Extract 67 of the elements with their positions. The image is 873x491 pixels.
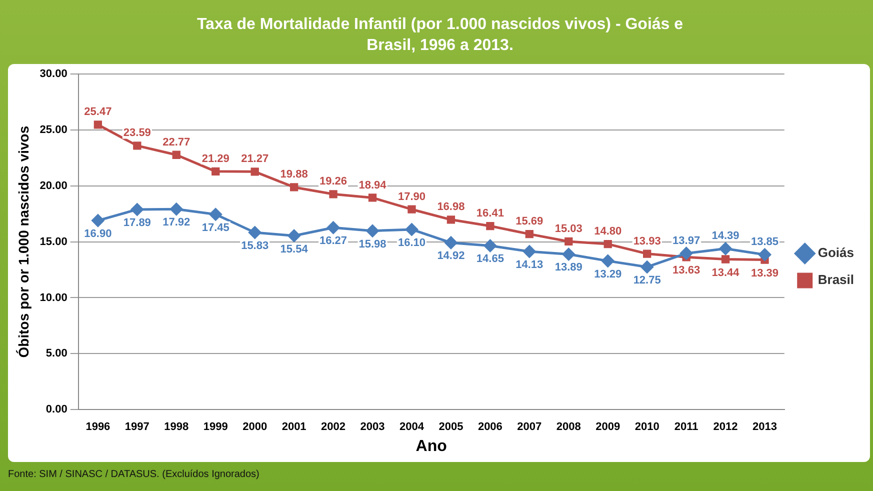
legend-label: Brasil (818, 272, 854, 288)
data-label: 16.90 (84, 228, 112, 240)
y-tick-label: 25.00 (40, 124, 68, 136)
x-tick-label: 2012 (713, 421, 738, 434)
x-tick-label: 2010 (634, 421, 660, 434)
chart-title: Taxa de Mortalidade Infantil (por 1.000 nascidos vivos) - Goiás e Brasil, 1996 a 2013. (196, 15, 684, 56)
data-label: 17.92 (162, 216, 190, 229)
data-label: 13.39 (750, 267, 779, 280)
y-tick-label: 5.00 (46, 348, 68, 360)
data-label: 15.03 (554, 222, 582, 235)
data-label: 15.69 (516, 216, 544, 228)
data-label: 19.26 (320, 176, 348, 188)
x-axis-title: Ano (416, 438, 448, 455)
data-label: 14.92 (437, 250, 465, 262)
legend-label: Goiás (818, 245, 854, 260)
data-label: 25.47 (84, 106, 112, 118)
x-tick-label: 2003 (360, 421, 385, 434)
data-label: 16.98 (437, 201, 465, 214)
x-tick-label: 1998 (164, 421, 189, 434)
data-label: 15.98 (358, 238, 386, 250)
data-label: 17.89 (123, 217, 151, 229)
x-tick-label: 2013 (752, 421, 777, 434)
data-label: 13.93 (633, 235, 661, 248)
data-label: 16.41 (476, 208, 504, 220)
x-tick-label: 1999 (203, 421, 228, 434)
data-label: 15.54 (280, 243, 309, 256)
data-label: 13.85 (750, 236, 779, 248)
data-label: 13.97 (672, 234, 700, 247)
x-tick-label: 2004 (399, 421, 425, 434)
x-tick-label: 2002 (321, 421, 346, 434)
data-label: 14.80 (594, 226, 622, 238)
x-tick-label: 2001 (282, 421, 306, 434)
x-tick-label: 2005 (438, 421, 464, 434)
data-label: 16.10 (398, 237, 426, 250)
data-label: 19.88 (280, 168, 308, 181)
data-label: 23.59 (123, 127, 151, 140)
data-label: 16.27 (320, 235, 348, 248)
data-label: 21.29 (202, 152, 230, 165)
x-tick-label: 2008 (556, 421, 581, 434)
data-label: 14.13 (516, 259, 544, 272)
data-label: 17.45 (202, 222, 230, 234)
x-tick-label: 2000 (242, 421, 268, 434)
source-note: Fonte: SIM / SINASC / DATASUS. (Excluídos Ignorados) (8, 469, 260, 480)
y-tick-label: 0.00 (46, 404, 68, 416)
x-tick-label: 2011 (674, 421, 698, 434)
x-tick-label: 2006 (478, 421, 502, 434)
y-tick-label: 15.00 (40, 236, 68, 248)
data-label: 13.44 (712, 266, 740, 279)
data-label: 13.89 (554, 262, 582, 274)
x-tick-label: 2007 (517, 421, 542, 434)
x-tick-label: 1996 (86, 421, 110, 434)
data-label: 12.75 (633, 274, 661, 286)
x-tick-label: 1997 (124, 421, 150, 434)
y-tick-label: 10.00 (40, 292, 68, 304)
data-label: 21.27 (241, 153, 269, 166)
data-label: 14.39 (712, 230, 740, 242)
data-label: 13.29 (594, 268, 622, 280)
data-label: 17.90 (398, 190, 426, 203)
data-label: 14.65 (476, 253, 504, 266)
y-tick-label: 30.00 (40, 68, 68, 80)
data-label: 15.83 (241, 240, 269, 252)
x-tick-label: 2009 (596, 421, 620, 434)
data-label: 22.77 (162, 136, 190, 148)
data-label: 18.94 (358, 179, 388, 192)
y-axis-title: Óbitos por or 1.000 nascidos vivos (15, 126, 32, 358)
data-label: 13.63 (672, 264, 700, 277)
y-tick-label: 20.00 (40, 180, 68, 192)
